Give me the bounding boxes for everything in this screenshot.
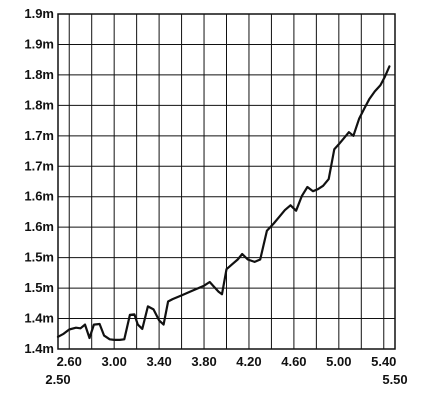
y-tick-label-0: 1.4m (24, 341, 54, 356)
y-tick-label-6: 1.7m (24, 158, 54, 173)
x-range-label-1: 5.50 (382, 372, 407, 387)
x-tick-label-6: 5.00 (326, 354, 351, 369)
y-tick-label-7: 1.7m (24, 128, 54, 143)
y-tick-label-9: 1.8m (24, 67, 54, 82)
x-range-label-0: 2.50 (45, 372, 70, 387)
x-tick-label-2: 3.40 (146, 354, 171, 369)
y-tick-label-5: 1.6m (24, 189, 54, 204)
x-tick-label-4: 4.20 (236, 354, 261, 369)
y-tick-label-4: 1.6m (24, 219, 54, 234)
x-tick-label-3: 3.80 (191, 354, 216, 369)
y-tick-label-10: 1.9m (24, 36, 54, 51)
plot-frame (57, 13, 396, 350)
series-line (56, 65, 391, 341)
y-axis-labels: 1.4m 1.4m 1.5m 1.5m 1.6m 1.6m 1.7m 1.7m 1.8m 1.8m… (24, 6, 54, 356)
y-tick-label-top: 1.9m (24, 6, 54, 21)
y-tick-label-2: 1.5m (24, 280, 54, 295)
y-tick-label-8: 1.8m (24, 97, 54, 112)
x-axis-labels: 2.60 3.00 3.40 3.80 4.20 4.60 5.00 5.40 2.50 5.50 (45, 354, 407, 387)
y-tick-label-1: 1.4m (24, 311, 54, 326)
x-tick-label-1: 3.00 (102, 354, 127, 369)
x-tick-label-0: 2.60 (57, 354, 82, 369)
x-tick-label-7: 5.40 (371, 354, 396, 369)
x-tick-label-5: 4.60 (281, 354, 306, 369)
y-tick-label-3: 1.5m (24, 250, 54, 265)
chart-grid (58, 13, 395, 350)
